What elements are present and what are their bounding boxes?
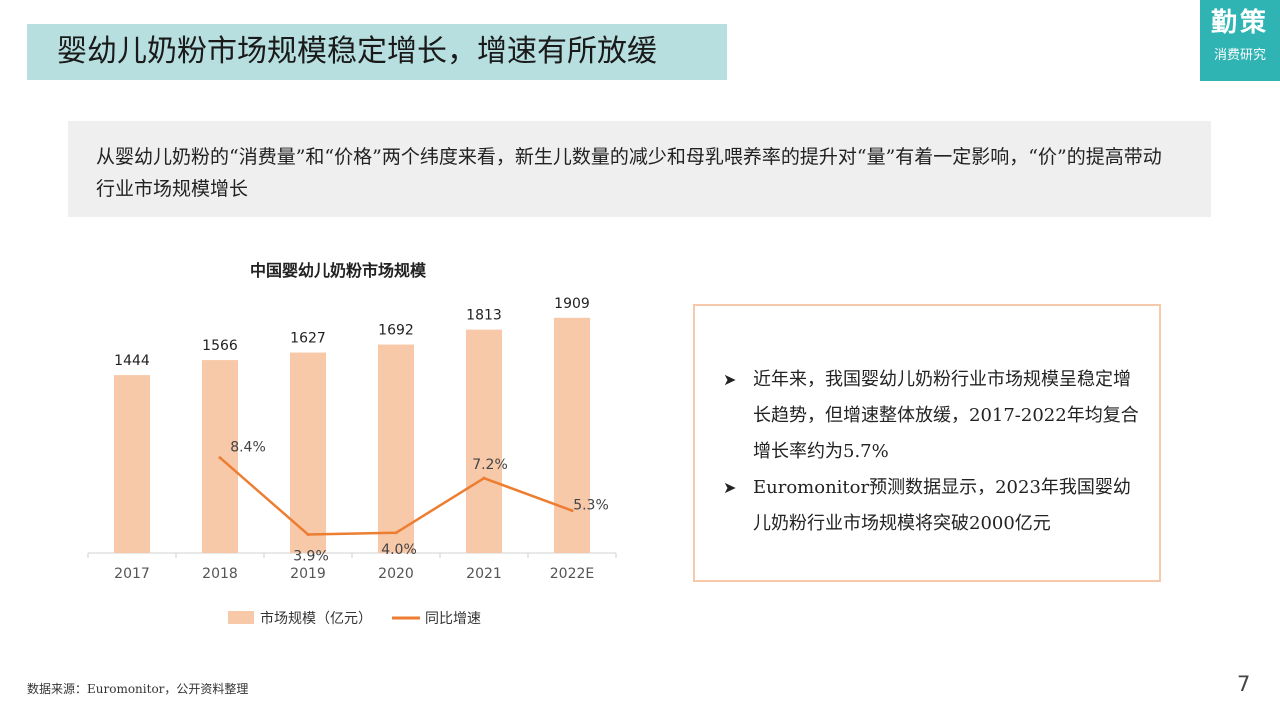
x-tick-label: 2022E: [550, 566, 594, 582]
bar-value-label: 1813: [466, 308, 502, 324]
legend-bar-swatch: [228, 611, 254, 624]
brand-logo: 勤策 消费研究: [1200, 0, 1280, 81]
summary-text: 从婴幼儿奶粉的“消费量”和“价格”两个纬度来看，新生儿数量的减少和母乳喂养率的提…: [96, 146, 1162, 200]
legend-bar-label: 市场规模（亿元）: [260, 610, 372, 627]
callout-bullet-text: 近年来，我国婴幼儿奶粉行业市场规模呈稳定增长趋势，但增速整体放缓，2017-20…: [753, 369, 1139, 462]
growth-value-label: 4.0%: [381, 542, 417, 558]
x-tick-label: 2017: [114, 566, 150, 582]
growth-line: [219, 456, 573, 536]
bar: [378, 344, 414, 553]
bar: [466, 329, 502, 553]
callout-bullet-text: Euromonitor预测数据显示，2023年我国婴幼儿奶粉行业市场规模将突破2…: [753, 477, 1131, 534]
growth-point: [218, 456, 222, 460]
growth-point: [306, 532, 310, 536]
bar-value-label: 1566: [202, 338, 238, 354]
growth-point: [570, 509, 574, 513]
arrowhead-icon: ➤: [723, 370, 737, 389]
page-number: 7: [1237, 672, 1251, 696]
arrowhead-icon: ➤: [723, 478, 737, 497]
bar-value-label: 1627: [290, 331, 326, 347]
bar-value-label: 1444: [114, 353, 150, 369]
brand-logo-sub: 消费研究: [1213, 48, 1266, 63]
callout-box: ➤ 近年来，我国婴幼儿奶粉行业市场规模呈稳定增长趋势，但增速整体放缓，2017-…: [693, 304, 1161, 582]
legend-line-label: 同比增速: [425, 611, 481, 627]
x-tick-label: 2018: [202, 566, 238, 582]
summary-box: 从婴幼儿奶粉的“消费量”和“价格”两个纬度来看，新生儿数量的减少和母乳喂养率的提…: [68, 121, 1211, 217]
callout-bullet: ➤ 近年来，我国婴幼儿奶粉行业市场规模呈稳定增长趋势，但增速整体放缓，2017-…: [723, 362, 1143, 470]
growth-point: [482, 476, 486, 480]
growth-value-label: 5.3%: [573, 498, 609, 514]
growth-value-label: 3.9%: [293, 548, 329, 564]
bar: [554, 317, 590, 553]
chart-title: 中国婴幼儿奶粉市场规模: [250, 261, 427, 280]
bar: [114, 375, 150, 553]
x-tick-label: 2020: [378, 566, 414, 582]
growth-point: [394, 531, 398, 535]
bar: [202, 360, 238, 553]
growth-value-label: 8.4%: [230, 440, 266, 456]
bar: [290, 352, 326, 553]
data-source-note: 数据来源：Euromonitor，公开资料整理: [27, 682, 249, 696]
brand-logo-main: 勤策: [1210, 8, 1269, 38]
page-title: 婴幼儿奶粉市场规模稳定增长，增速有所放缓: [57, 34, 657, 69]
bar-value-label: 1692: [378, 323, 414, 339]
growth-value-label: 7.2%: [472, 457, 508, 473]
x-tick-label: 2021: [466, 566, 502, 582]
bar-value-label: 1909: [554, 296, 590, 312]
x-tick-label: 2019: [290, 566, 326, 582]
title-bar: 婴幼儿奶粉市场规模稳定增长，增速有所放缓: [27, 24, 727, 80]
callout-bullet: ➤ Euromonitor预测数据显示，2023年我国婴幼儿奶粉行业市场规模将突…: [723, 470, 1143, 542]
